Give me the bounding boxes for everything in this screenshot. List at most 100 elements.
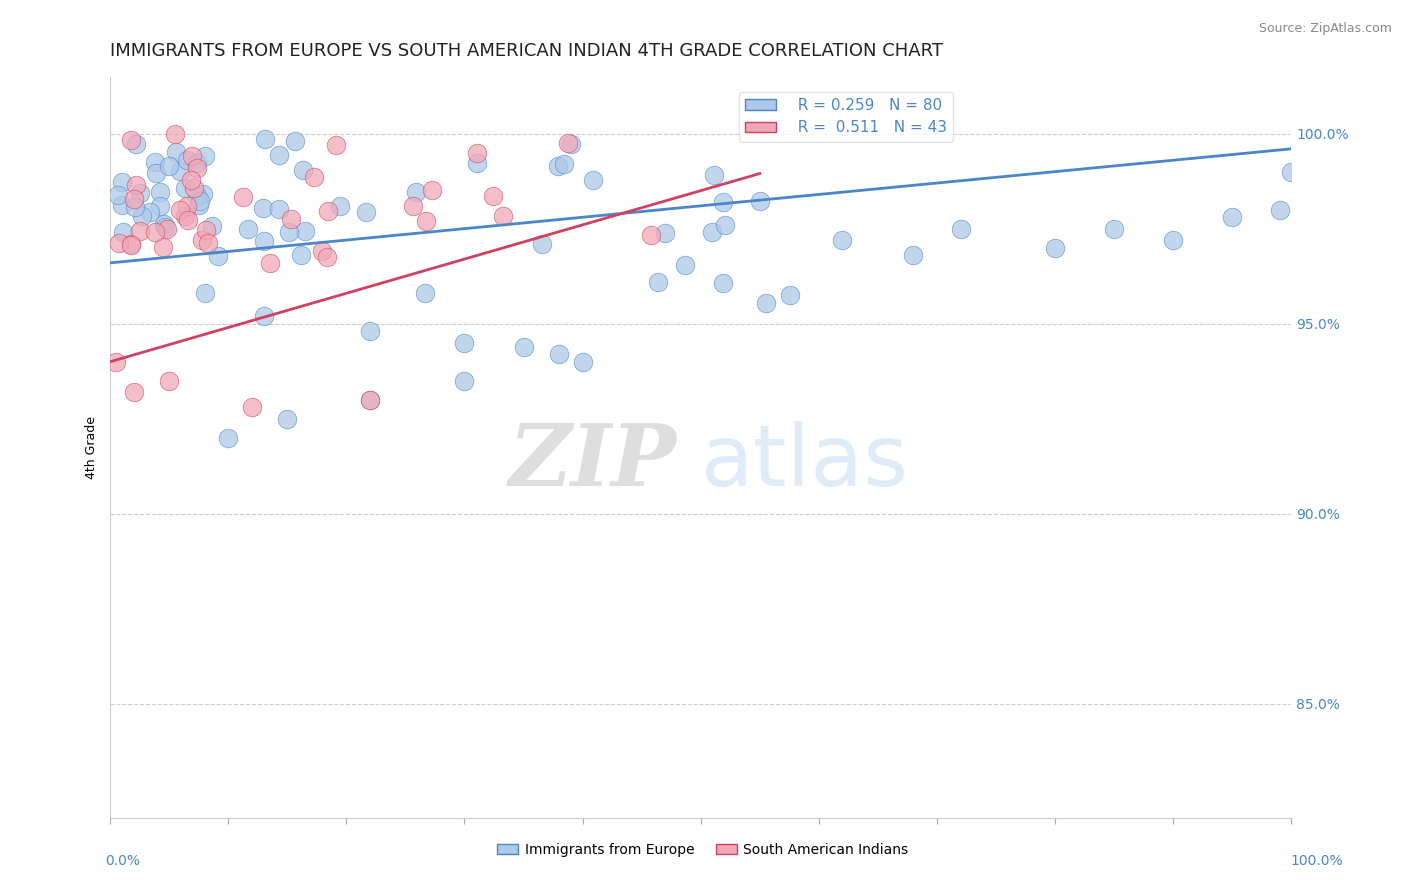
Point	[467, 146, 489, 161]
Point	[702, 225, 724, 239]
Point	[111, 198, 134, 212]
Text: 0.0%: 0.0%	[105, 854, 141, 868]
Point	[547, 159, 569, 173]
Point	[143, 155, 166, 169]
Point	[125, 178, 148, 192]
Point	[176, 213, 198, 227]
Point	[157, 159, 180, 173]
Point	[311, 244, 333, 258]
Point	[169, 164, 191, 178]
Point	[277, 225, 299, 239]
Point	[292, 163, 315, 178]
Point	[111, 175, 134, 189]
Point	[145, 166, 167, 180]
Point	[359, 392, 381, 407]
Point	[180, 173, 202, 187]
Point	[359, 392, 381, 407]
Point	[453, 374, 475, 388]
Point	[673, 258, 696, 272]
Point	[201, 219, 224, 233]
Point	[191, 234, 214, 248]
Point	[176, 153, 198, 167]
Point	[548, 347, 571, 361]
Point	[129, 224, 152, 238]
Point	[131, 209, 153, 223]
Legend: Immigrants from Europe, South American Indians: Immigrants from Europe, South American I…	[492, 838, 914, 863]
Point	[186, 161, 208, 176]
Point	[105, 355, 128, 369]
Text: 100.0%: 100.0%	[1291, 854, 1343, 868]
Point	[749, 194, 772, 208]
Point	[492, 209, 515, 223]
Point	[252, 201, 274, 215]
Point	[420, 183, 443, 197]
Point	[553, 157, 575, 171]
Point	[1043, 241, 1066, 255]
Point	[152, 240, 174, 254]
Point	[359, 324, 381, 338]
Text: atlas: atlas	[700, 421, 908, 504]
Point	[755, 296, 778, 310]
Point	[290, 248, 312, 262]
Point	[253, 234, 276, 248]
Point	[191, 187, 214, 202]
Point	[157, 374, 180, 388]
Point	[194, 286, 217, 301]
Point	[482, 189, 505, 203]
Point	[143, 225, 166, 239]
Point	[195, 223, 218, 237]
Point	[187, 198, 209, 212]
Point	[560, 136, 582, 151]
Point	[149, 199, 172, 213]
Point	[405, 185, 427, 199]
Point	[120, 238, 142, 252]
Point	[354, 205, 377, 219]
Point	[582, 173, 605, 187]
Point	[254, 131, 277, 145]
Point	[149, 185, 172, 199]
Point	[194, 149, 217, 163]
Y-axis label: 4th Grade: 4th Grade	[86, 416, 98, 479]
Point	[152, 217, 174, 231]
Point	[557, 136, 579, 150]
Point	[1102, 221, 1125, 235]
Point	[415, 214, 437, 228]
Point	[453, 335, 475, 350]
Point	[654, 226, 676, 240]
Point	[703, 168, 725, 182]
Point	[711, 276, 734, 290]
Point	[169, 202, 191, 217]
Point	[153, 220, 176, 235]
Text: ZIP: ZIP	[509, 420, 678, 504]
Point	[139, 205, 162, 219]
Point	[316, 250, 339, 264]
Point	[1268, 202, 1291, 217]
Point	[207, 249, 229, 263]
Point	[183, 181, 205, 195]
Point	[401, 198, 423, 212]
Point	[163, 128, 186, 142]
Point	[259, 255, 281, 269]
Point	[276, 411, 298, 425]
Point	[232, 190, 254, 204]
Point	[711, 195, 734, 210]
Point	[120, 133, 142, 147]
Point	[120, 236, 142, 251]
Point	[294, 224, 316, 238]
Point	[325, 138, 347, 153]
Point	[188, 194, 211, 208]
Point	[267, 148, 290, 162]
Point	[253, 309, 276, 323]
Point	[156, 222, 179, 236]
Point	[124, 201, 146, 215]
Point	[128, 186, 150, 201]
Point	[329, 199, 352, 213]
Text: Source: ZipAtlas.com: Source: ZipAtlas.com	[1258, 22, 1392, 36]
Point	[186, 156, 208, 170]
Legend:   R = 0.259   N = 80,   R =  0.511   N = 43: R = 0.259 N = 80, R = 0.511 N = 43	[740, 92, 953, 142]
Point	[640, 228, 662, 243]
Point	[176, 199, 198, 213]
Point	[465, 156, 488, 170]
Point	[122, 385, 145, 400]
Point	[238, 221, 260, 235]
